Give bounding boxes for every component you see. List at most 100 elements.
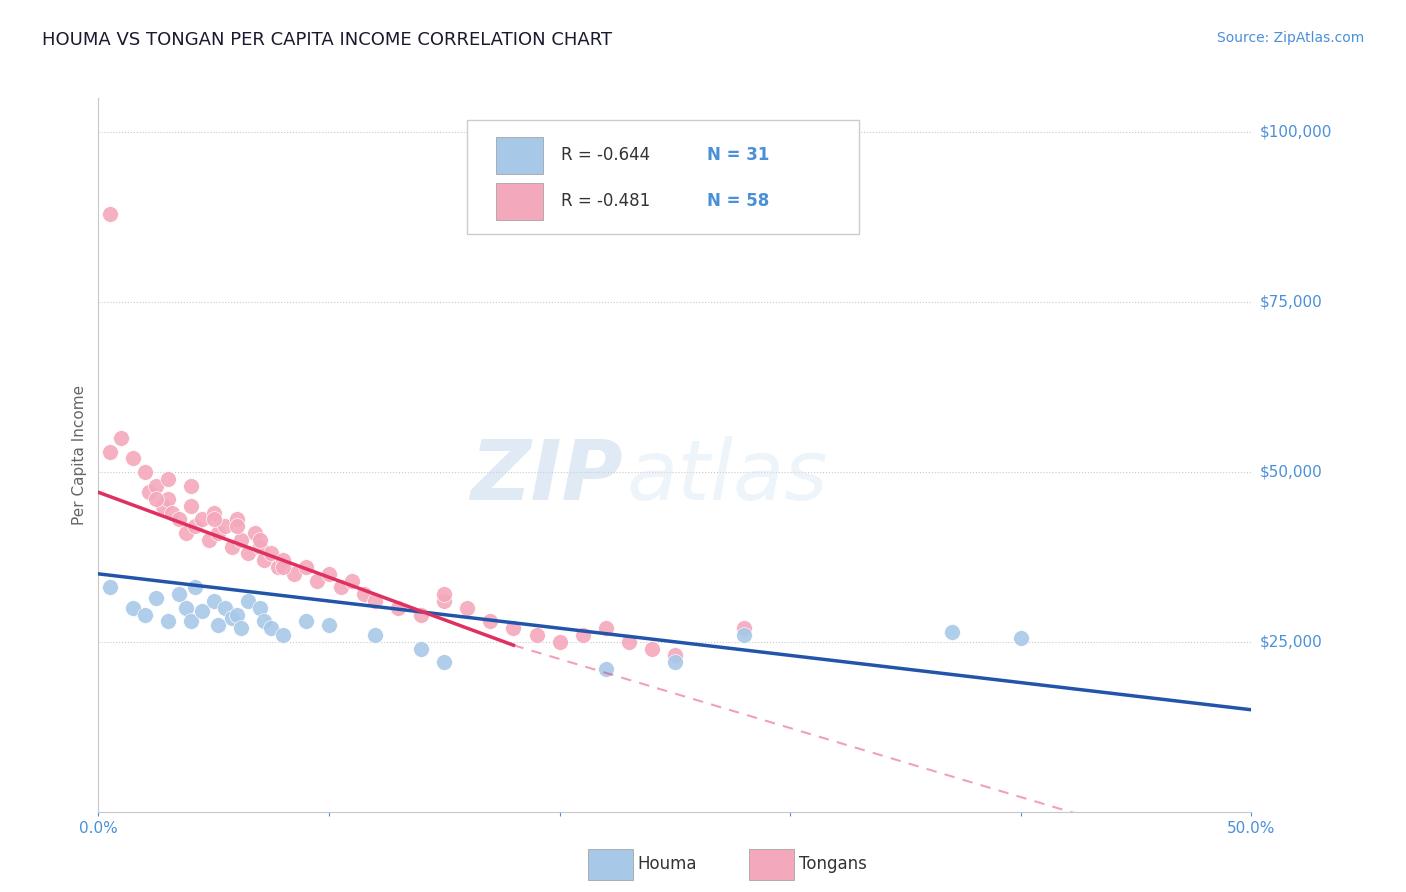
Text: Source: ZipAtlas.com: Source: ZipAtlas.com	[1216, 31, 1364, 45]
Point	[1010, 632, 1032, 646]
Text: $75,000: $75,000	[1260, 294, 1323, 310]
Point	[260, 546, 283, 560]
Point	[122, 600, 145, 615]
Text: N = 31: N = 31	[707, 146, 769, 164]
Point	[364, 594, 387, 608]
Point	[260, 621, 283, 635]
Point	[941, 624, 963, 639]
Point	[664, 648, 686, 663]
Point	[456, 600, 478, 615]
Point	[595, 662, 617, 676]
Point	[411, 607, 433, 622]
Point	[433, 587, 456, 601]
Point	[202, 594, 225, 608]
Point	[479, 615, 502, 629]
Point	[214, 600, 236, 615]
Point	[340, 574, 363, 588]
Point	[152, 499, 174, 513]
Point	[271, 628, 294, 642]
Point	[174, 600, 197, 615]
Point	[191, 512, 214, 526]
Point	[221, 611, 243, 625]
Text: $50,000: $50,000	[1260, 465, 1323, 479]
Point	[253, 615, 276, 629]
Point	[207, 526, 229, 541]
Point	[253, 553, 276, 567]
Point	[110, 431, 132, 445]
Point	[160, 506, 183, 520]
Point	[225, 512, 247, 526]
Point	[307, 574, 329, 588]
Point	[145, 591, 167, 605]
Point	[526, 628, 548, 642]
Point	[353, 587, 375, 601]
Point	[225, 607, 247, 622]
Point	[156, 472, 179, 486]
Point	[595, 621, 617, 635]
Point	[98, 581, 121, 595]
Point	[364, 628, 387, 642]
Text: R = -0.481: R = -0.481	[561, 193, 650, 211]
Y-axis label: Per Capita Income: Per Capita Income	[72, 384, 87, 525]
Point	[571, 628, 593, 642]
Point	[225, 519, 247, 533]
Point	[617, 635, 640, 649]
Point	[214, 519, 236, 533]
Point	[231, 621, 253, 635]
Point	[180, 499, 202, 513]
Point	[156, 615, 179, 629]
Point	[664, 655, 686, 669]
FancyBboxPatch shape	[496, 183, 544, 219]
Point	[134, 607, 156, 622]
Point	[318, 566, 340, 581]
Point	[174, 526, 197, 541]
Text: atlas: atlas	[627, 436, 828, 516]
Text: Houma: Houma	[637, 855, 696, 873]
Text: $100,000: $100,000	[1260, 125, 1331, 140]
Point	[329, 581, 352, 595]
Text: N = 58: N = 58	[707, 193, 769, 211]
Point	[238, 594, 260, 608]
Point	[733, 628, 755, 642]
Text: R = -0.644: R = -0.644	[561, 146, 650, 164]
Point	[267, 560, 290, 574]
Point	[249, 600, 271, 615]
Point	[207, 617, 229, 632]
Point	[145, 478, 167, 492]
Point	[433, 655, 456, 669]
Point	[238, 546, 260, 560]
Point	[138, 485, 160, 500]
Point	[184, 519, 207, 533]
Point	[231, 533, 253, 547]
Text: Tongans: Tongans	[799, 855, 866, 873]
Point	[98, 207, 121, 221]
Point	[202, 506, 225, 520]
Point	[167, 512, 190, 526]
Point	[249, 540, 271, 554]
Point	[191, 604, 214, 618]
Point	[733, 621, 755, 635]
Point	[98, 444, 121, 458]
Point	[641, 641, 664, 656]
Point	[198, 533, 221, 547]
Point	[167, 587, 190, 601]
Text: ZIP: ZIP	[471, 436, 623, 516]
Point	[295, 615, 318, 629]
Point	[502, 621, 524, 635]
Point	[145, 492, 167, 507]
Point	[411, 641, 433, 656]
Point	[245, 526, 267, 541]
Text: HOUMA VS TONGAN PER CAPITA INCOME CORRELATION CHART: HOUMA VS TONGAN PER CAPITA INCOME CORREL…	[42, 31, 612, 49]
Point	[433, 594, 456, 608]
Point	[271, 560, 294, 574]
Point	[249, 533, 271, 547]
Text: $25,000: $25,000	[1260, 634, 1323, 649]
Point	[180, 615, 202, 629]
FancyBboxPatch shape	[496, 137, 544, 174]
Point	[156, 492, 179, 507]
Point	[122, 451, 145, 466]
Point	[548, 635, 571, 649]
Point	[184, 581, 207, 595]
Point	[295, 560, 318, 574]
Point	[134, 465, 156, 479]
